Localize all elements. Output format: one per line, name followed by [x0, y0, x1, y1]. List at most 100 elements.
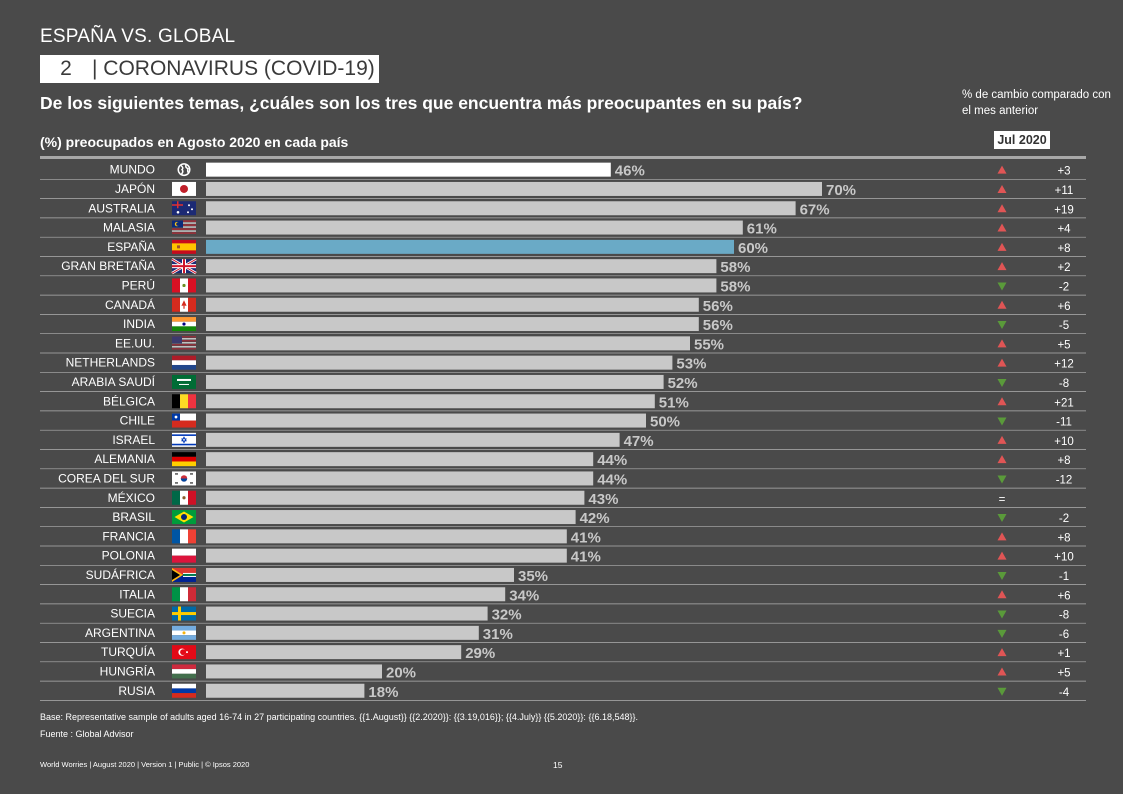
change-value: -11 — [1056, 417, 1072, 429]
value-label: 51% — [659, 394, 689, 411]
topic-box: 2 | CORONAVIRUS (COVID-19) — [40, 55, 379, 83]
chart-row-brasil: BRASIL 42% -2 — [40, 510, 1086, 528]
chart-row-japon: JAPÓN 70% +11 — [40, 181, 1086, 199]
change-value: +6 — [1057, 301, 1070, 313]
flag-japan-icon — [172, 181, 196, 196]
change-value: -6 — [1059, 629, 1069, 641]
value-label: 46% — [615, 163, 645, 180]
up-arrow-icon — [997, 532, 1007, 541]
bar — [206, 587, 506, 602]
flag-uk-icon — [171, 258, 197, 275]
change-value: +5 — [1057, 667, 1070, 679]
value-label: 34% — [509, 587, 539, 604]
change-value: +8 — [1057, 532, 1070, 544]
chart-row-suecia: SUECIA 32% -8 — [40, 606, 1086, 624]
value-label: 20% — [386, 664, 416, 681]
up-arrow-icon — [997, 339, 1007, 348]
country-label: ITALIA — [119, 587, 155, 601]
up-arrow-icon — [997, 184, 1007, 193]
down-arrow-icon — [997, 514, 1007, 523]
change-value: +6 — [1057, 590, 1070, 602]
value-label: 42% — [580, 510, 610, 527]
chart-row-turquia: TURQUÍA 29% +1 — [40, 644, 1086, 662]
question-title: De los siguientes temas, ¿cuáles son los… — [40, 93, 803, 113]
flag-brazil-icon — [172, 510, 196, 525]
change-value: +1 — [1057, 648, 1070, 660]
bar — [206, 336, 690, 351]
flag-usa-icon — [172, 336, 196, 350]
chart-row-netherlands: NETHERLANDS 53% +12 — [40, 355, 1086, 373]
flag-australia-icon — [172, 201, 196, 216]
bar — [206, 432, 620, 447]
bar — [206, 490, 585, 505]
country-label: PERÚ — [122, 277, 155, 292]
chart-row-canada: CANADÁ 56% +6 — [40, 297, 1086, 315]
down-arrow-icon — [997, 610, 1007, 619]
change-value: -12 — [1056, 474, 1073, 486]
country-label: BRASIL — [112, 510, 155, 524]
country-label: FRANCIA — [102, 529, 155, 543]
chart-row-arabia-saudi: ARABIA SAUDÍ 52% -8 — [40, 374, 1086, 392]
country-label: JAPÓN — [115, 181, 155, 196]
bar — [206, 625, 479, 640]
change-value: -2 — [1059, 513, 1069, 525]
value-label: 61% — [747, 221, 777, 238]
chart-row-italia: ITALIA 34% +6 — [40, 587, 1086, 605]
value-label: 44% — [597, 471, 627, 488]
up-arrow-icon — [997, 223, 1007, 232]
down-arrow-icon — [997, 321, 1007, 330]
bar — [206, 162, 611, 177]
base-note: Base: Representative sample of adults ag… — [40, 712, 638, 722]
country-label: NETHERLANDS — [66, 356, 155, 370]
bar — [206, 567, 514, 582]
country-label: MÉXICO — [108, 490, 155, 505]
bar — [206, 548, 567, 563]
country-label: INDIA — [123, 317, 155, 331]
country-label: CHILE — [120, 414, 155, 428]
change-value: +12 — [1054, 359, 1074, 371]
country-label: TURQUÍA — [101, 644, 155, 659]
value-label: 58% — [720, 259, 750, 276]
topic-title: | CORONAVIRUS (COVID-19) — [92, 57, 375, 80]
change-value: +19 — [1054, 204, 1074, 216]
down-arrow-icon — [997, 378, 1007, 387]
change-value: +10 — [1054, 436, 1074, 448]
chart-row-israel: ISRAEL 47% +10 — [40, 432, 1086, 450]
chart-row-chile: CHILE 50% -11 — [40, 413, 1086, 431]
up-arrow-icon — [997, 551, 1007, 560]
flag-germany-icon — [172, 452, 196, 467]
chart-row-rusia: RUSIA 18% -4 — [40, 683, 1086, 701]
country-label: CANADÁ — [105, 297, 155, 312]
chart-row-espana: ESPAÑA 60% +8 — [40, 239, 1086, 257]
bar — [206, 239, 734, 254]
bar — [206, 181, 822, 196]
up-arrow-icon — [997, 397, 1007, 406]
flag-chile-icon — [172, 413, 196, 428]
value-label: 60% — [738, 240, 768, 257]
value-label: 32% — [492, 607, 522, 624]
change-value: -1 — [1059, 571, 1069, 583]
change-value: +3 — [1057, 166, 1070, 178]
value-label: 41% — [571, 529, 601, 546]
compare-month-label: Jul 2020 — [994, 131, 1050, 149]
value-label: 52% — [668, 375, 698, 392]
flag-belgium-icon — [172, 394, 196, 409]
flag-italy-icon — [172, 587, 196, 602]
country-label: ISRAEL — [112, 433, 155, 447]
value-label: 56% — [703, 298, 733, 315]
flag-south-africa-icon — [172, 567, 196, 582]
country-label: ESPAÑA — [107, 240, 155, 254]
change-value: -8 — [1059, 610, 1069, 622]
up-arrow-icon — [997, 242, 1007, 251]
chart-row-corea-del-sur: COREA DEL SUR 44% -12 — [40, 471, 1086, 488]
down-arrow-icon — [997, 629, 1007, 638]
chart-row-hungria: HUNGRÍA 20% +5 — [40, 663, 1086, 681]
country-label: ARGENTINA — [85, 626, 155, 640]
bar — [206, 201, 796, 216]
up-arrow-icon — [997, 165, 1007, 174]
chart-row-ee-uu: EE.UU. 55% +5 — [40, 336, 1086, 353]
change-value: +11 — [1055, 185, 1074, 197]
bar — [206, 471, 594, 486]
flag-spain-icon — [172, 239, 196, 254]
